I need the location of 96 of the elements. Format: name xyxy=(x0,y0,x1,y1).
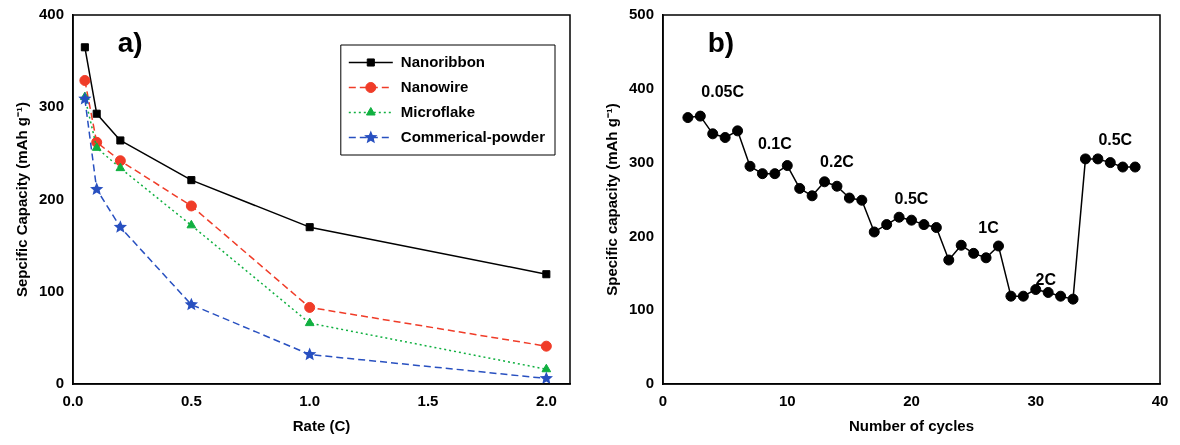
x-tick-label: 1.0 xyxy=(299,392,321,410)
point xyxy=(1017,290,1029,302)
y-tick-label: 400 xyxy=(629,78,655,96)
point xyxy=(843,192,855,204)
point xyxy=(91,142,102,151)
point xyxy=(1055,290,1067,302)
y-tick-label: 300 xyxy=(629,152,655,170)
point xyxy=(90,182,104,196)
x-tick-label: 10 xyxy=(778,392,796,410)
point xyxy=(794,182,806,194)
point xyxy=(92,109,101,118)
point xyxy=(856,194,868,206)
annotation: a) xyxy=(117,27,143,59)
x-tick-label: 20 xyxy=(903,392,920,410)
point xyxy=(1079,153,1091,165)
x-tick-label: 0.5 xyxy=(180,392,202,410)
point xyxy=(1005,290,1017,302)
y-tick-label: 100 xyxy=(629,300,655,318)
point xyxy=(541,363,552,373)
point xyxy=(682,112,694,124)
point xyxy=(732,125,744,137)
point xyxy=(116,136,125,145)
point xyxy=(80,43,89,52)
point xyxy=(955,239,967,251)
y-tick-label: 400 xyxy=(39,5,65,23)
x-tick-label: 30 xyxy=(1027,392,1045,410)
point xyxy=(1117,161,1129,173)
y-axis-title: Sepcific Capacity (mAh g⁻¹) xyxy=(13,101,31,298)
point xyxy=(756,168,768,180)
point xyxy=(187,176,196,185)
y-tick-label: 0 xyxy=(645,374,655,392)
point xyxy=(992,240,1004,252)
point xyxy=(819,176,831,188)
annotation: 2C xyxy=(1035,271,1057,289)
point xyxy=(186,219,197,229)
point xyxy=(1067,293,1079,305)
x-tick-label: 40 xyxy=(1151,392,1169,410)
point xyxy=(831,180,843,192)
point xyxy=(542,270,551,279)
annotation: 0.5C xyxy=(894,189,929,207)
point xyxy=(303,347,317,361)
point xyxy=(184,297,199,311)
point xyxy=(304,317,315,327)
x-axis-title: Rate (C) xyxy=(292,417,351,435)
point xyxy=(115,162,126,172)
point xyxy=(707,128,719,140)
point xyxy=(185,200,197,212)
y-tick-label: 0 xyxy=(55,374,65,392)
point xyxy=(744,160,756,172)
legend-label: Microflake xyxy=(400,102,475,120)
point xyxy=(540,340,552,352)
annotation: 0.05C xyxy=(701,82,745,100)
point xyxy=(781,160,793,172)
x-tick-label: 0.0 xyxy=(62,392,84,410)
point xyxy=(893,211,905,223)
point xyxy=(769,168,781,180)
x-tick-label: 1.5 xyxy=(417,392,439,410)
y-tick-label: 100 xyxy=(39,281,65,299)
annotation: 0.2C xyxy=(820,153,855,171)
x-tick-label: 0 xyxy=(658,392,668,410)
x-tick-label: 2.0 xyxy=(535,392,557,410)
y-tick-label: 300 xyxy=(39,97,65,115)
annotation: 1C xyxy=(978,219,1000,237)
x-axis-title: Number of cycles xyxy=(848,417,975,435)
annotation: 0.5C xyxy=(1098,130,1133,148)
point xyxy=(694,110,706,122)
point xyxy=(304,301,316,313)
point xyxy=(868,226,880,238)
legend-label: Nanoribbon xyxy=(400,52,485,70)
point xyxy=(1092,153,1104,165)
point xyxy=(113,220,128,233)
point xyxy=(305,223,314,232)
point xyxy=(918,219,930,231)
point xyxy=(78,91,92,105)
y-axis-title: Specific capacity (mAh g⁻¹) xyxy=(603,103,621,296)
y-tick-label: 200 xyxy=(629,226,655,244)
point xyxy=(539,371,553,384)
point xyxy=(1030,284,1042,296)
annotation: b) xyxy=(707,27,735,59)
point xyxy=(1129,161,1141,173)
point xyxy=(1042,286,1054,298)
point xyxy=(79,75,91,86)
point xyxy=(881,219,893,231)
point xyxy=(980,252,992,264)
point xyxy=(1104,157,1116,169)
annotation: 0.1C xyxy=(757,134,793,152)
point xyxy=(930,222,942,234)
point xyxy=(906,214,918,226)
point xyxy=(943,254,955,266)
point xyxy=(719,132,731,144)
legend-label: Nanowire xyxy=(400,77,469,95)
legend-label: Commerical-powder xyxy=(400,127,546,145)
point xyxy=(968,247,980,259)
y-tick-label: 200 xyxy=(39,189,65,207)
point xyxy=(806,190,818,202)
y-tick-label: 500 xyxy=(629,5,655,23)
